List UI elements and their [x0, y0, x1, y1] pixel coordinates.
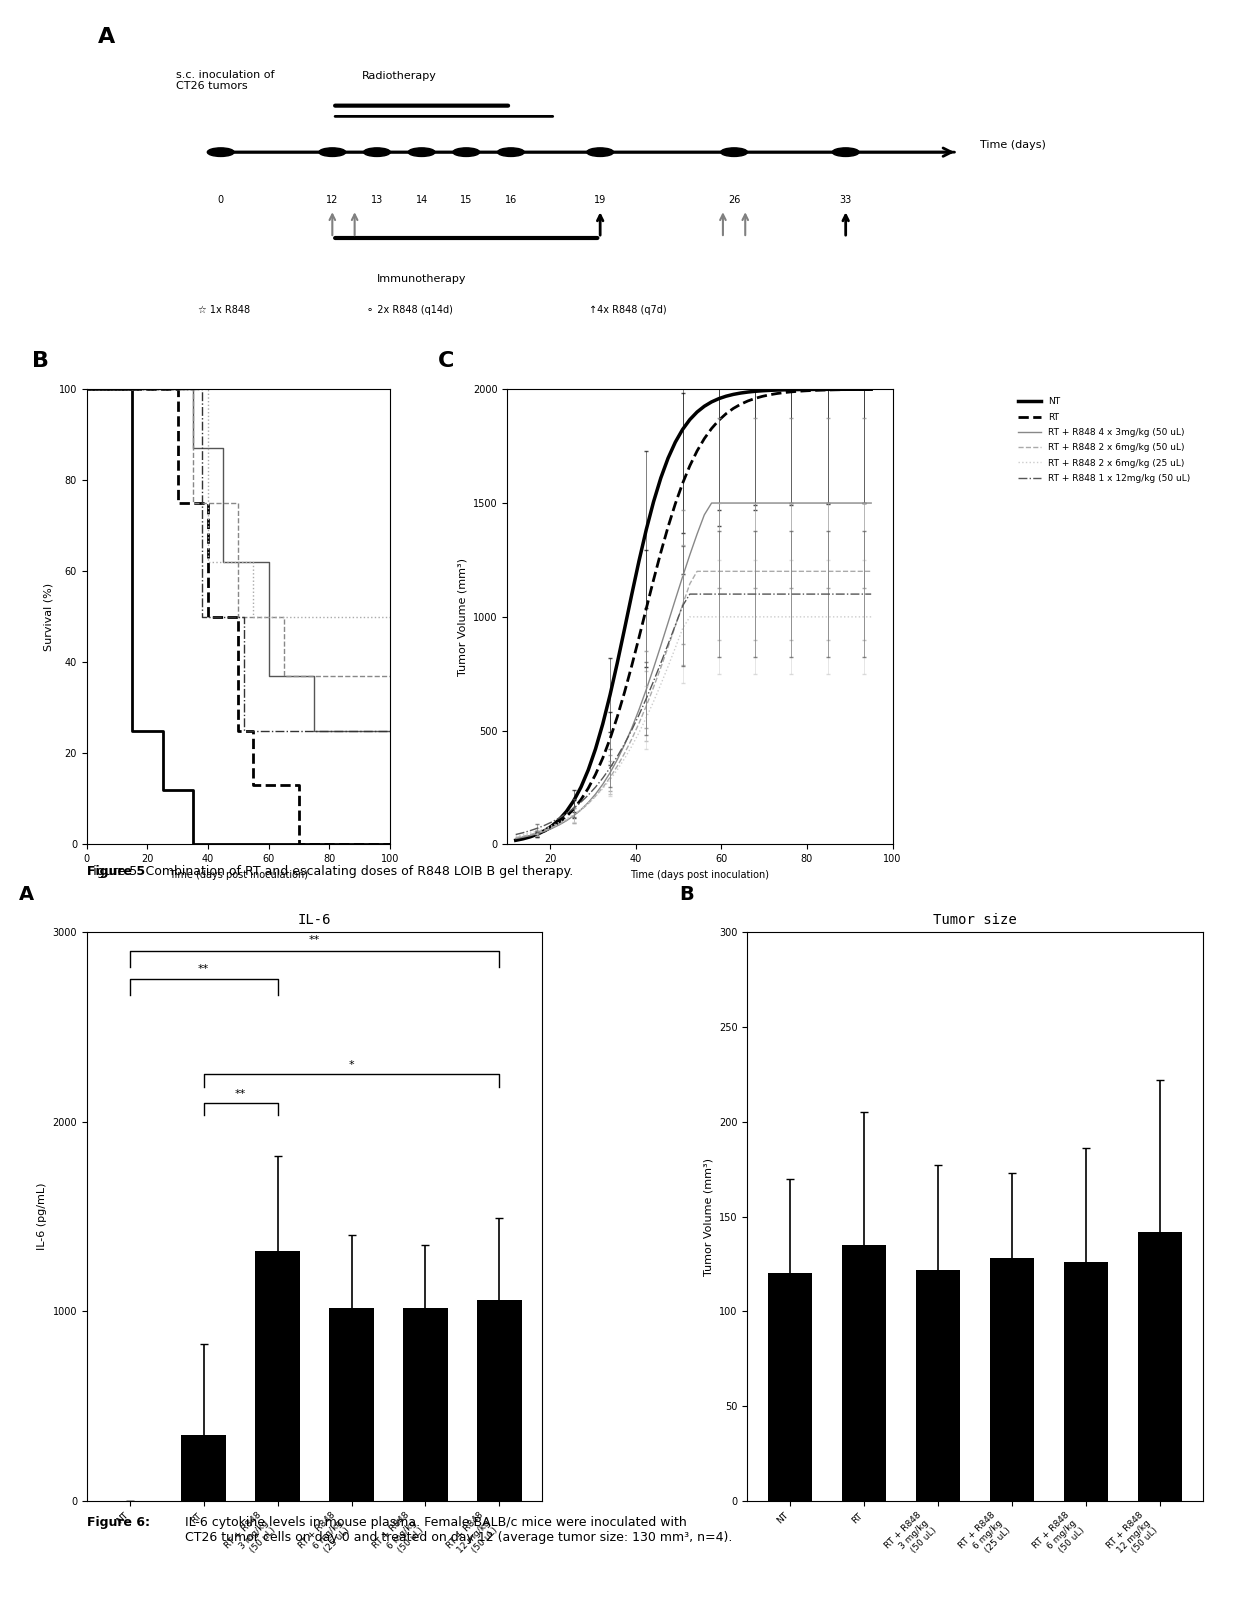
Circle shape: [832, 148, 859, 156]
Legend: NT, RT, RT + R848 4 x 3mg/kg (50 uL), RT + R848 2 x 6mg/kg (50 uL), RT + R848 2 : NT, RT, RT + R848 4 x 3mg/kg (50 uL), RT…: [1014, 394, 1194, 487]
Text: Figure 5: Figure 5: [87, 866, 145, 879]
Text: **: **: [198, 963, 210, 975]
Text: 12: 12: [326, 195, 339, 204]
Text: 14: 14: [415, 195, 428, 204]
X-axis label: Time (days post inoculation): Time (days post inoculation): [169, 869, 308, 879]
Circle shape: [319, 148, 346, 156]
Text: 0: 0: [218, 195, 223, 204]
Text: ☆ 1x R848: ☆ 1x R848: [198, 305, 250, 315]
Text: Figure 6:: Figure 6:: [87, 1517, 150, 1530]
Text: ↑4x R848 (q7d): ↑4x R848 (q7d): [589, 305, 667, 315]
Circle shape: [408, 148, 435, 156]
Text: Figure 5: Combination of RT and escalating doses of R848 LOIB B gel therapy.: Figure 5: Combination of RT and escalati…: [87, 866, 573, 879]
Y-axis label: Tumor Volume (mm³): Tumor Volume (mm³): [458, 558, 467, 676]
Text: IL-6 cytokine levels in mouse plasma. Female BALB/c mice were inoculated with
CT: IL-6 cytokine levels in mouse plasma. Fe…: [185, 1517, 733, 1544]
Text: B: B: [680, 884, 693, 903]
Bar: [1138, 1231, 1182, 1500]
Circle shape: [587, 148, 614, 156]
Text: 26: 26: [728, 195, 740, 204]
Circle shape: [497, 148, 525, 156]
Text: C: C: [438, 350, 454, 371]
Y-axis label: Survival (%): Survival (%): [43, 582, 53, 650]
Text: 19: 19: [594, 195, 606, 204]
Text: *: *: [348, 1061, 355, 1071]
Circle shape: [207, 148, 234, 156]
Circle shape: [720, 148, 748, 156]
Text: 33: 33: [839, 195, 852, 204]
FancyArrowPatch shape: [223, 148, 951, 156]
Text: ⚬ 2x R848 (q14d): ⚬ 2x R848 (q14d): [366, 305, 453, 315]
Text: Time (days): Time (days): [980, 139, 1045, 149]
Bar: [477, 1299, 522, 1500]
X-axis label: Time (days post inoculation): Time (days post inoculation): [630, 869, 769, 879]
Bar: [403, 1307, 448, 1500]
Y-axis label: Tumor Volume (mm³): Tumor Volume (mm³): [703, 1158, 713, 1275]
Text: **: **: [236, 1088, 247, 1098]
Text: Radiotherapy: Radiotherapy: [362, 71, 436, 81]
Bar: [768, 1273, 812, 1500]
Title: IL-6: IL-6: [298, 913, 331, 926]
Text: 16: 16: [505, 195, 517, 204]
Bar: [1064, 1262, 1109, 1500]
Bar: [255, 1251, 300, 1500]
Title: Tumor size: Tumor size: [934, 913, 1017, 926]
Circle shape: [363, 148, 391, 156]
Bar: [916, 1270, 960, 1500]
Text: 13: 13: [371, 195, 383, 204]
Bar: [842, 1246, 887, 1500]
Circle shape: [453, 148, 480, 156]
Bar: [990, 1259, 1034, 1500]
Text: Immunotherapy: Immunotherapy: [377, 274, 466, 284]
Bar: [181, 1435, 226, 1500]
Text: 15: 15: [460, 195, 472, 204]
Bar: [330, 1307, 373, 1500]
Text: A: A: [98, 28, 115, 47]
Text: **: **: [309, 936, 320, 946]
Text: s.c. inoculation of
CT26 tumors: s.c. inoculation of CT26 tumors: [176, 70, 274, 91]
Text: A: A: [19, 884, 33, 903]
Y-axis label: IL-6 (pg/mL): IL-6 (pg/mL): [37, 1182, 47, 1251]
Text: B: B: [32, 350, 50, 371]
